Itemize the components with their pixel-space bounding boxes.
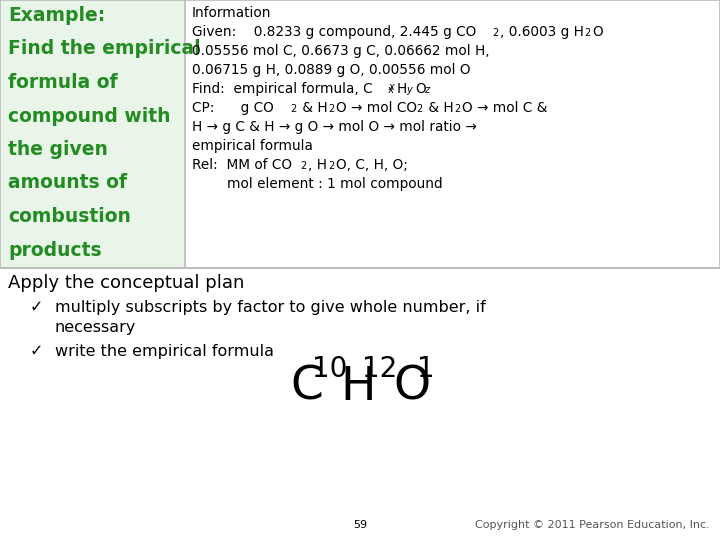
- Text: O → mol C &: O → mol C &: [462, 101, 547, 115]
- Text: x: x: [388, 85, 394, 95]
- Text: H: H: [340, 365, 376, 410]
- Bar: [0, 0, 720, 268]
- Text: mol element : 1 mol compound: mol element : 1 mol compound: [192, 177, 443, 191]
- Text: 2: 2: [584, 28, 590, 38]
- Text: 2: 2: [416, 104, 422, 114]
- Text: O: O: [592, 25, 603, 39]
- Text: 59: 59: [353, 520, 367, 530]
- Text: & H: & H: [424, 101, 454, 115]
- Text: write the empirical formula: write the empirical formula: [55, 344, 274, 359]
- Text: Find:  empirical formula, C: Find: empirical formula, C: [192, 82, 373, 96]
- Text: 2: 2: [328, 104, 334, 114]
- Text: 1: 1: [417, 355, 435, 383]
- Text: necessary: necessary: [55, 320, 136, 335]
- Text: Apply the conceptual plan: Apply the conceptual plan: [8, 274, 244, 292]
- Text: z: z: [424, 85, 429, 95]
- Text: x: x: [388, 82, 394, 92]
- Text: & H: & H: [298, 101, 328, 115]
- Text: formula of: formula of: [8, 73, 117, 92]
- Text: compound with: compound with: [8, 106, 171, 125]
- Text: 12: 12: [362, 355, 397, 383]
- Text: Given:    0.8233 g compound, 2.445 g CO: Given: 0.8233 g compound, 2.445 g CO: [192, 25, 476, 39]
- Text: Rel:  MM of CO: Rel: MM of CO: [192, 158, 292, 172]
- Text: ✓: ✓: [30, 300, 43, 315]
- Text: 2: 2: [290, 104, 296, 114]
- Text: CP:      g CO: CP: g CO: [192, 101, 274, 115]
- Text: , 0.6003 g H: , 0.6003 g H: [500, 25, 584, 39]
- Text: 2: 2: [454, 104, 460, 114]
- Text: multiply subscripts by factor to give whole number, if: multiply subscripts by factor to give wh…: [55, 300, 486, 315]
- Bar: [0, 0, 185, 268]
- Text: Find the empirical: Find the empirical: [8, 39, 201, 58]
- Text: products: products: [8, 240, 102, 260]
- Text: H → g C & H → g O → mol O → mol ratio →: H → g C & H → g O → mol O → mol ratio →: [192, 120, 477, 134]
- Text: Example:: Example:: [8, 6, 105, 25]
- Text: 0.05556 mol C, 0.6673 g C, 0.06662 mol H,: 0.05556 mol C, 0.6673 g C, 0.06662 mol H…: [192, 44, 490, 58]
- Text: C: C: [290, 365, 323, 410]
- Text: amounts of: amounts of: [8, 173, 127, 192]
- Text: , H: , H: [308, 158, 327, 172]
- Text: O → mol CO: O → mol CO: [336, 101, 417, 115]
- Text: ✓: ✓: [30, 344, 43, 359]
- Text: O: O: [393, 365, 430, 410]
- Text: Information: Information: [192, 6, 271, 20]
- Text: H: H: [397, 82, 408, 96]
- Text: y: y: [406, 85, 412, 95]
- Bar: [185, 0, 720, 268]
- Text: 10: 10: [312, 355, 347, 383]
- Text: O, C, H, O;: O, C, H, O;: [336, 158, 408, 172]
- Text: the given: the given: [8, 140, 108, 159]
- Text: 0.06715 g H, 0.0889 g O, 0.00556 mol O: 0.06715 g H, 0.0889 g O, 0.00556 mol O: [192, 63, 470, 77]
- Text: 2: 2: [492, 28, 498, 38]
- Text: Copyright © 2011 Pearson Education, Inc.: Copyright © 2011 Pearson Education, Inc.: [475, 520, 710, 530]
- Text: 2: 2: [328, 161, 334, 171]
- Text: combustion: combustion: [8, 207, 131, 226]
- Text: 2: 2: [300, 161, 306, 171]
- Text: O: O: [415, 82, 426, 96]
- Text: empirical formula: empirical formula: [192, 139, 313, 153]
